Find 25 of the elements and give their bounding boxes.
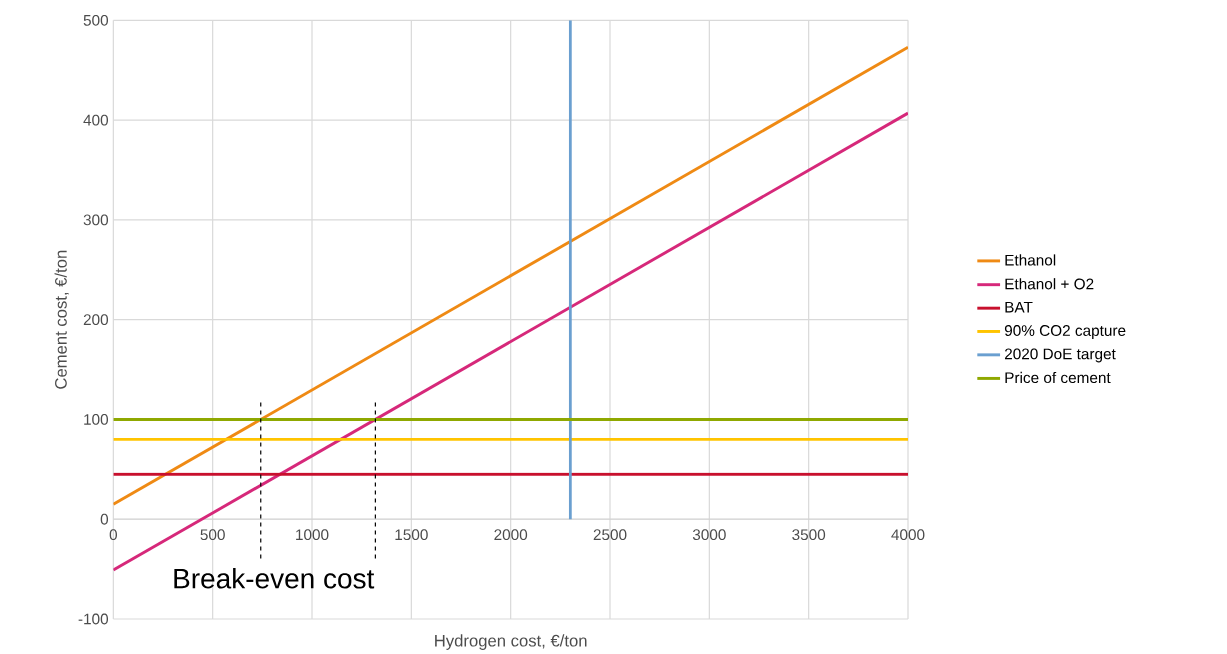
y-axis-title: Cement cost, €/ton <box>54 250 69 389</box>
x-tick-label: 1500 <box>395 529 428 540</box>
y-tick-label: 100 <box>84 413 109 425</box>
y-tick-label: 300 <box>83 214 109 226</box>
x-axis-title: Hydrogen cost, €/ton <box>435 634 587 650</box>
legend-label: Ethanol <box>1005 254 1056 266</box>
y-tick-label: -100 <box>78 613 109 625</box>
x-tick-label: 2000 <box>494 529 528 540</box>
legend-label: Price of cement <box>1005 371 1111 383</box>
annotation: Break-even cost <box>174 567 375 589</box>
x-tick-label: 0 <box>109 529 117 540</box>
legend-label: BAT <box>1005 301 1033 313</box>
legend-label: 2020 DoE target <box>1004 348 1116 363</box>
x-tick-label: 3000 <box>692 529 726 540</box>
y-tick-label: 200 <box>83 314 109 325</box>
x-tick-label: 500 <box>200 529 225 540</box>
x-tick-label: 4000 <box>891 529 925 540</box>
x-tick-label: 1000 <box>296 529 329 540</box>
y-tick-label: 400 <box>83 114 109 126</box>
legend-label: Ethanol + O2 <box>1005 277 1094 290</box>
legend-label: 90% CO2 capture <box>1004 324 1126 339</box>
y-tick-label: 500 <box>83 14 109 26</box>
x-tick-label: 2500 <box>593 529 627 540</box>
x-tick-label: 3500 <box>792 529 826 540</box>
y-tick-label: 0 <box>100 513 109 525</box>
